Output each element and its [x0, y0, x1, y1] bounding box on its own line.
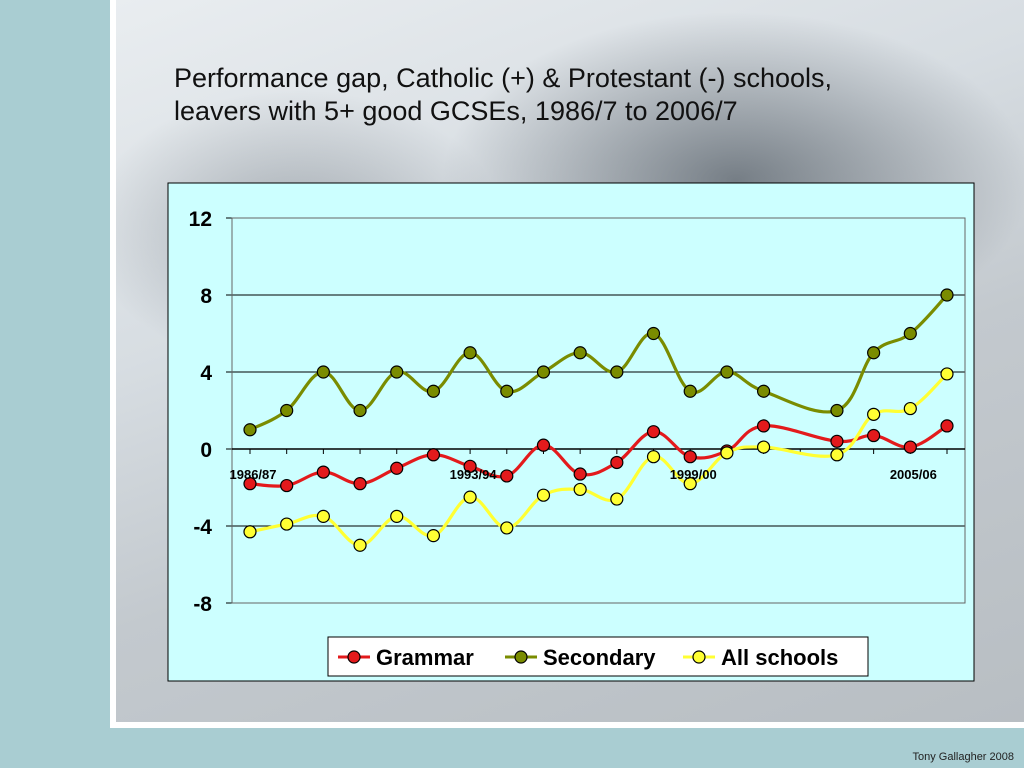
point-all-schools-4	[390, 509, 404, 523]
point-grammar-5	[426, 448, 441, 462]
point-grammar-12	[683, 450, 697, 464]
point-secondary-1	[280, 403, 294, 418]
point-all-schools-12	[683, 477, 697, 491]
legend-swatch-marker-all-schools	[692, 650, 706, 664]
point-secondary-6	[463, 346, 477, 360]
point-all-schools-16	[867, 407, 881, 421]
point-all-schools-17	[903, 401, 917, 416]
series	[243, 288, 954, 552]
y-tick-labels: 12 8 4 0 -4 -8	[189, 208, 213, 616]
point-all-schools-1	[280, 517, 294, 531]
point-grammar-17	[903, 440, 917, 454]
point-secondary-9	[573, 346, 587, 360]
series-grammar	[243, 419, 954, 493]
point-secondary-13	[720, 365, 734, 379]
bottom-band-divider	[110, 722, 1024, 728]
point-grammar-18	[940, 419, 954, 433]
point-grammar-9	[573, 467, 587, 481]
point-secondary-14	[756, 384, 771, 398]
point-grammar-14	[756, 419, 771, 433]
series-secondary	[243, 288, 954, 437]
point-secondary-17	[903, 326, 917, 341]
y-tick-label-2: 4	[200, 362, 212, 385]
point-all-schools-0	[243, 525, 257, 539]
point-grammar-10	[610, 455, 624, 470]
point-grammar-0	[243, 477, 257, 491]
left-accent-band	[0, 0, 110, 768]
left-band-divider	[110, 0, 116, 768]
point-secondary-18	[940, 288, 954, 302]
point-secondary-15	[830, 403, 844, 418]
bottom-accent-band	[0, 728, 1024, 768]
legend-label-all-schools: All schools	[721, 645, 838, 670]
y-tick-label-1: 8	[200, 285, 212, 308]
point-all-schools-6	[463, 490, 477, 504]
point-secondary-8	[536, 365, 551, 379]
point-secondary-7	[500, 384, 514, 398]
y-tick-label-3: 0	[200, 439, 212, 462]
point-secondary-12	[683, 384, 697, 398]
slide-title-line-2: leavers with 5+ good GCSEs, 1986/7 to 20…	[174, 96, 738, 126]
legend-box	[327, 636, 869, 677]
point-grammar-8	[536, 438, 551, 452]
footer-credit: Tony Gallagher 2008	[912, 751, 1014, 763]
point-secondary-11	[646, 326, 661, 341]
point-secondary-4	[390, 365, 404, 379]
x-tick-label-1: 1993/94	[450, 467, 498, 482]
point-grammar-15	[830, 434, 844, 448]
point-all-schools-9	[573, 482, 587, 497]
point-secondary-0	[243, 423, 257, 437]
point-grammar-2	[316, 465, 330, 479]
legend-label-grammar: Grammar	[376, 645, 474, 670]
point-all-schools-3	[353, 538, 367, 552]
point-grammar-4	[390, 461, 404, 475]
series-all-schools	[243, 367, 954, 552]
point-secondary-3	[353, 403, 367, 418]
slide-title-line-1: Performance gap, Catholic (+) & Protesta…	[174, 63, 833, 93]
y-tick-label-0: 12	[189, 208, 212, 231]
legend-swatch-marker-grammar	[347, 650, 361, 664]
slide-title: Performance gap, Catholic (+) & Protesta…	[174, 62, 934, 128]
chart-frame	[167, 182, 975, 682]
point-grammar-11	[646, 425, 661, 439]
point-secondary-5	[426, 384, 441, 398]
point-all-schools-8	[536, 488, 551, 502]
chart-legend: Grammar Secondary All schools	[327, 636, 869, 677]
point-all-schools-11	[646, 450, 661, 464]
legend-label-secondary: Secondary	[543, 645, 656, 670]
y-tick-label-4: -4	[193, 516, 212, 539]
x-tick-label-2: 1999/00	[670, 467, 717, 482]
plot-area	[231, 217, 966, 604]
x-tick-label-3: 2005/06	[890, 467, 937, 482]
point-all-schools-2	[316, 509, 330, 523]
point-secondary-10	[610, 365, 624, 379]
point-all-schools-18	[940, 367, 954, 381]
point-grammar-3	[353, 477, 367, 491]
legend-swatch-marker-secondary	[514, 650, 528, 664]
y-tick-label-5: -8	[193, 593, 212, 616]
point-grammar-1	[280, 478, 294, 493]
point-grammar-16	[867, 428, 881, 443]
point-all-schools-15	[830, 448, 844, 462]
point-grammar-7	[500, 469, 514, 483]
point-all-schools-7	[500, 521, 514, 535]
point-secondary-16	[867, 346, 881, 360]
x-tick-label-0: 1986/87	[230, 467, 277, 482]
point-all-schools-13	[720, 446, 734, 460]
point-secondary-2	[316, 365, 330, 379]
point-all-schools-10	[610, 492, 624, 506]
x-tick-labels: 1986/87 1993/94 1999/00 2005/06	[230, 467, 937, 482]
point-all-schools-14	[756, 440, 771, 454]
point-all-schools-5	[426, 529, 441, 543]
point-grammar-6	[463, 459, 477, 473]
